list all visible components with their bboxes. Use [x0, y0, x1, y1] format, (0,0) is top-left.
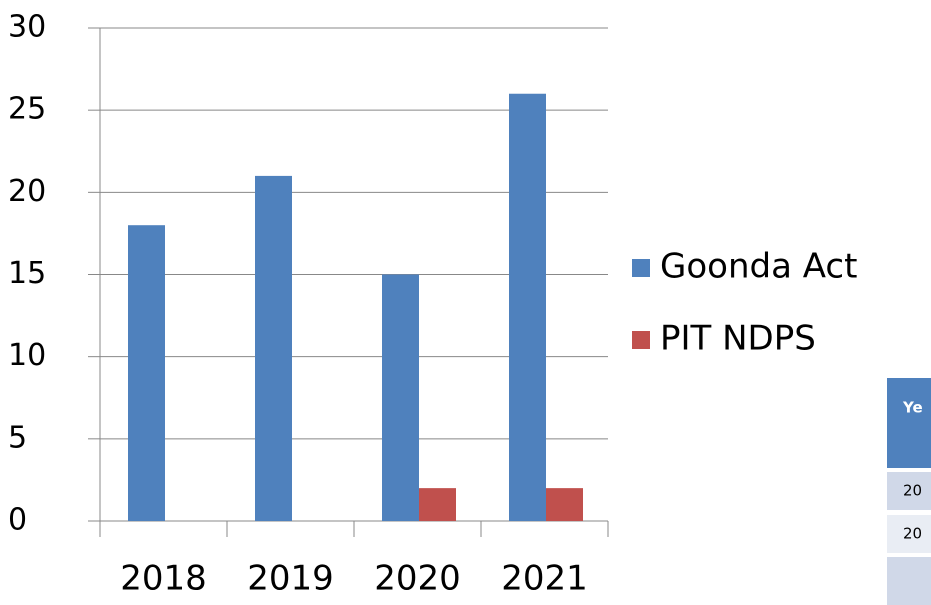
bar [128, 225, 165, 521]
x-tick-label: 2018 [120, 559, 207, 599]
legend-swatch [632, 331, 650, 349]
table-row [887, 557, 931, 605]
y-tick-label: 15 [8, 256, 46, 291]
y-tick-label: 25 [8, 92, 46, 127]
y-tick-label: 0 [8, 503, 27, 538]
y-tick-label: 30 [8, 10, 46, 45]
legend-label: PIT NDPS [660, 319, 816, 359]
x-tick-label: 2020 [374, 559, 461, 599]
table-row [887, 472, 931, 510]
bar [509, 93, 546, 521]
x-tick-label: 2019 [247, 559, 334, 599]
table-row [887, 515, 931, 553]
table-cell: 20 [903, 525, 922, 543]
bar [546, 488, 583, 521]
table-header [887, 378, 931, 468]
bar [419, 488, 456, 521]
bar [382, 274, 419, 521]
y-tick-label: 5 [8, 420, 27, 455]
y-tick-label: 10 [8, 338, 46, 373]
x-tick-label: 2021 [501, 559, 588, 599]
y-tick-label: 20 [8, 174, 46, 209]
legend-swatch [632, 259, 650, 277]
table-header-cell: Ye [902, 399, 923, 417]
legend-label: Goonda Act [660, 247, 857, 287]
bar [255, 175, 292, 521]
table-cell: 20 [903, 482, 922, 500]
